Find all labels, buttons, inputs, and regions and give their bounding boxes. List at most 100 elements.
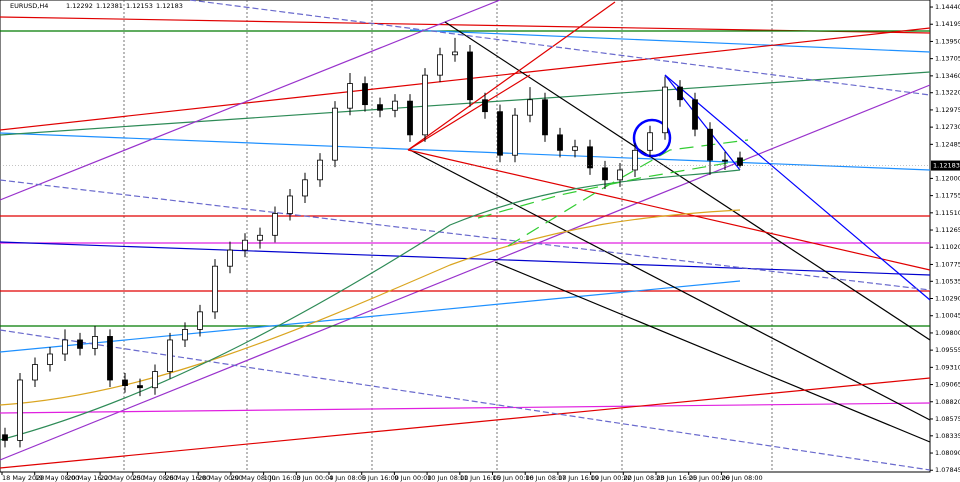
candle-body xyxy=(542,99,548,136)
candle-body xyxy=(92,336,98,349)
y-tick-label: 1.10290 xyxy=(935,295,960,303)
candle-body xyxy=(407,100,413,136)
trend-line xyxy=(494,261,931,443)
highlight-circle xyxy=(632,118,672,158)
candle-body xyxy=(107,336,113,381)
candle-body xyxy=(662,86,668,134)
y-tick-label: 1.11265 xyxy=(935,226,960,234)
candle-body xyxy=(692,99,698,130)
trend-line xyxy=(477,159,746,219)
header: EURUSD,H4 1.12292 1.12381 1.12153 1.1218… xyxy=(10,2,183,10)
x-tick-label: 15 Jun 00:00 xyxy=(493,474,534,482)
candle-body xyxy=(527,99,533,116)
trend-line xyxy=(0,132,931,171)
x-tick-label: 23 Jun 16:00 xyxy=(656,474,697,482)
y-tick-label: 1.09800 xyxy=(935,329,960,337)
trend-line xyxy=(0,169,741,441)
y-tick-label: 1.13705 xyxy=(935,55,960,63)
x-tick-label: 11 Jun 16:00 xyxy=(460,474,501,482)
x-tick-label: 25 May 08:00 xyxy=(133,474,178,482)
x-tick-label: 3 Jun 00:00 xyxy=(296,474,333,482)
y-tick-label: 1.14195 xyxy=(935,20,960,28)
candle-body xyxy=(182,329,188,341)
trend-line xyxy=(0,241,931,276)
y-tick-label: 1.12485 xyxy=(935,140,960,148)
trend-line xyxy=(0,84,931,461)
trend-line xyxy=(189,0,931,96)
price-tag xyxy=(931,160,960,171)
candle-body xyxy=(302,179,308,197)
candle-body xyxy=(227,249,233,267)
y-tick-label: 1.14440 xyxy=(935,3,960,11)
trend-line xyxy=(0,16,931,34)
candle-body xyxy=(152,371,158,389)
x-tick-label: 5 Jun 16:00 xyxy=(362,474,399,482)
candle-body xyxy=(77,339,83,349)
candle-body xyxy=(617,169,623,181)
trend-line xyxy=(444,21,931,341)
trend-line xyxy=(407,1,616,151)
ohlc-low: 1.12153 xyxy=(126,2,153,10)
candle-body xyxy=(437,54,443,76)
plot-area xyxy=(0,0,931,473)
candle-body xyxy=(422,74,428,136)
y-tick-label: 1.10045 xyxy=(935,312,960,320)
y-tick-label: 1.10775 xyxy=(935,260,960,268)
x-tick-label: 4 Jun 08:00 xyxy=(329,474,366,482)
candle-body xyxy=(497,111,503,156)
x-tick-label: 26 May 16:00 xyxy=(166,474,211,482)
y-tick-label: 1.12975 xyxy=(935,106,960,114)
trend-line xyxy=(0,377,931,469)
trend-line xyxy=(407,149,931,271)
candle-body xyxy=(707,128,713,161)
y-tick-label: 1.08090 xyxy=(935,449,960,457)
chart-title: EURUSD,H4 xyxy=(10,2,48,10)
x-tick-label: 1 Jun 16:00 xyxy=(264,474,301,482)
x-tick-label: 25 Jun 00:00 xyxy=(689,474,730,482)
y-tick-label: 1.09310 xyxy=(935,363,960,371)
candle-body xyxy=(362,83,368,106)
y-tick-label: 1.08820 xyxy=(935,398,960,406)
candle-body xyxy=(482,99,488,113)
candle-body xyxy=(557,134,563,151)
x-tick-label: 29 May 08:00 xyxy=(231,474,276,482)
candle-body xyxy=(137,385,143,389)
candle-body xyxy=(722,159,728,162)
trend-lines xyxy=(0,0,931,471)
x-tick-label: 20 May 16:00 xyxy=(67,474,112,482)
candle-body xyxy=(242,239,248,251)
y-tick-label: 1.11020 xyxy=(935,243,960,251)
trend-line xyxy=(409,149,931,421)
y-tick-label: 1.12730 xyxy=(935,123,960,131)
candle-body xyxy=(197,311,203,330)
trend-line xyxy=(0,27,931,131)
trend-line xyxy=(0,179,931,291)
trend-line xyxy=(409,29,931,53)
trend-line xyxy=(407,74,531,151)
candle-body xyxy=(587,146,593,169)
candle-body xyxy=(602,167,608,181)
trend-line xyxy=(0,209,741,406)
y-tick-label: 1.11755 xyxy=(935,192,960,200)
candle-body xyxy=(647,132,653,151)
candle-body xyxy=(47,353,53,365)
candle-body xyxy=(632,149,638,171)
y-tick-label: 1.09555 xyxy=(935,346,960,354)
ohlc-close: 1.12183 xyxy=(156,2,183,10)
candle-body xyxy=(347,83,353,109)
candle-body xyxy=(212,265,218,313)
trend-line xyxy=(0,402,931,414)
candles xyxy=(2,37,743,448)
candle-body xyxy=(452,51,458,56)
y-tick-label: 1.13220 xyxy=(935,89,960,97)
x-tick-label: 26 Jun 08:00 xyxy=(721,474,762,482)
y-tick-label: 1.13950 xyxy=(935,37,960,45)
y-tick-label: 1.07845 xyxy=(935,466,960,474)
candle-body xyxy=(287,195,293,214)
candle-body xyxy=(17,379,23,441)
y-tick-label: 1.08335 xyxy=(935,432,960,440)
candle-body xyxy=(167,339,173,372)
y-tick-label: 1.11510 xyxy=(935,209,960,217)
ohlc-open: 1.12292 xyxy=(66,2,93,10)
